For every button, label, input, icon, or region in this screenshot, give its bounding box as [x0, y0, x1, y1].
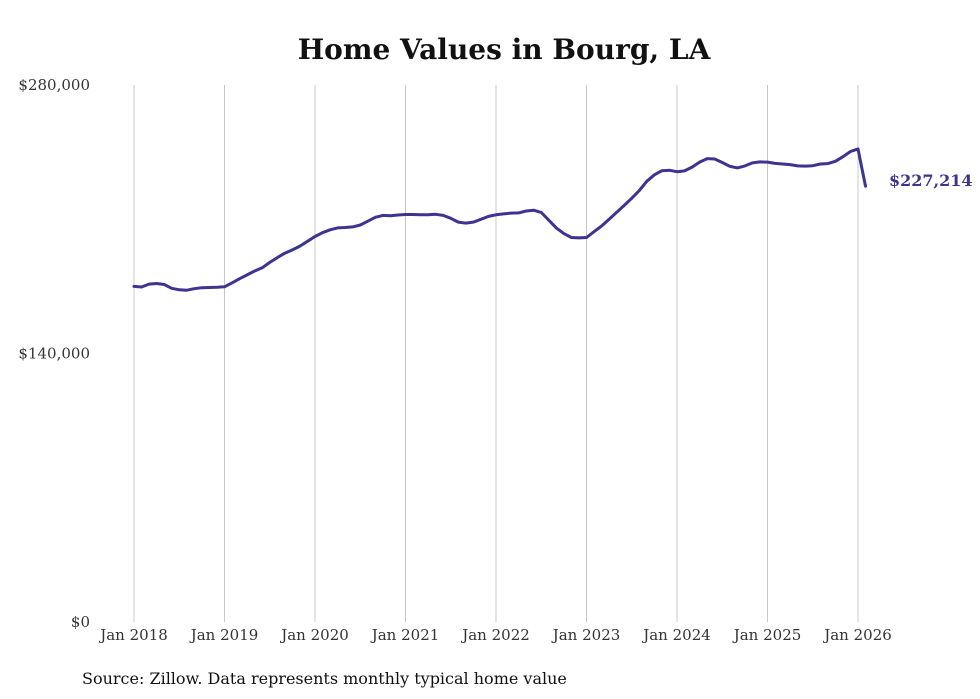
x-tick-label: Jan 2024	[641, 626, 711, 644]
x-tick-label: Jan 2018	[98, 626, 168, 644]
y-tick-label: $0	[71, 613, 90, 631]
y-tick-label: $280,000	[18, 76, 90, 94]
end-value-label: $227,214	[889, 171, 973, 190]
x-tick-label: Jan 2026	[822, 626, 892, 644]
x-axis-ticks: Jan 2018 Jan 2019 Jan 2020 Jan 2021 Jan 2022…	[98, 626, 892, 644]
y-axis-ticks: $0 $140,000 $280,000	[18, 76, 90, 631]
x-tick-label: Jan 2020	[279, 626, 349, 644]
source-note: Source: Zillow. Data represents monthly …	[82, 669, 567, 688]
y-tick-label: $140,000	[18, 345, 90, 363]
x-tick-label: Jan 2023	[551, 626, 621, 644]
x-tick-label: Jan 2021	[370, 626, 440, 644]
x-tick-label: Jan 2025	[732, 626, 802, 644]
x-tick-label: Jan 2022	[460, 626, 530, 644]
series-line	[132, 147, 867, 292]
x-tick-label: Jan 2019	[189, 626, 259, 644]
vertical-gridlines	[133, 85, 859, 622]
chart-title: Home Values in Bourg, LA	[298, 33, 712, 66]
